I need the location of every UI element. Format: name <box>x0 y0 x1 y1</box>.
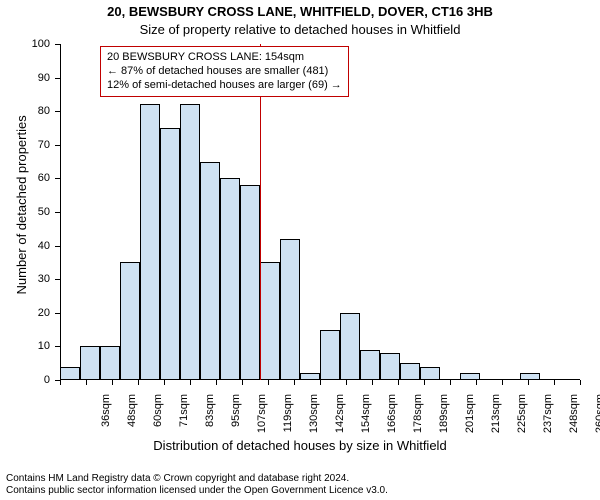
histogram-bar <box>100 346 120 380</box>
x-tick-mark <box>580 380 581 385</box>
x-tick-label: 237sqm <box>542 394 554 444</box>
x-tick-label: 225sqm <box>516 394 528 444</box>
histogram-bar <box>80 346 100 380</box>
histogram-bar <box>120 262 140 380</box>
x-tick-label: 189sqm <box>438 394 450 444</box>
x-tick-mark <box>268 380 269 385</box>
x-tick-mark <box>424 380 425 385</box>
x-tick-mark <box>294 380 295 385</box>
annotation-line: 12% of semi-detached houses are larger (… <box>107 79 342 93</box>
chart-plot-area: 20 BEWSBURY CROSS LANE: 154sqm ← 87% of … <box>60 44 580 380</box>
histogram-bar <box>380 353 400 380</box>
annotation-box: 20 BEWSBURY CROSS LANE: 154sqm ← 87% of … <box>100 46 349 97</box>
y-tick-mark <box>55 78 60 79</box>
axis-y-line <box>60 44 61 380</box>
x-tick-mark <box>190 380 191 385</box>
y-tick-label: 90 <box>0 72 50 84</box>
chart-footer: Contains HM Land Registry data © Crown c… <box>6 473 388 496</box>
footer-line: Contains public sector information licen… <box>6 485 388 497</box>
x-tick-label: 178sqm <box>412 394 424 444</box>
y-tick-mark <box>55 178 60 179</box>
histogram-bar <box>240 185 260 380</box>
y-tick-mark <box>55 111 60 112</box>
y-tick-mark <box>55 212 60 213</box>
y-tick-mark <box>55 246 60 247</box>
y-tick-label: 0 <box>0 374 50 386</box>
y-tick-mark <box>55 346 60 347</box>
histogram-bar <box>340 313 360 380</box>
histogram-bar <box>200 162 220 380</box>
chart-title-main: 20, BEWSBURY CROSS LANE, WHITFIELD, DOVE… <box>0 4 600 19</box>
y-tick-mark <box>55 44 60 45</box>
histogram-bar <box>460 373 480 380</box>
x-tick-label: 107sqm <box>256 394 268 444</box>
y-tick-label: 20 <box>0 307 50 319</box>
x-tick-mark <box>476 380 477 385</box>
x-tick-mark <box>320 380 321 385</box>
histogram-bar <box>400 363 420 380</box>
histogram-bar <box>220 178 240 380</box>
y-tick-label: 100 <box>0 38 50 50</box>
x-tick-label: 83sqm <box>204 394 216 444</box>
x-tick-label: 166sqm <box>386 394 398 444</box>
x-tick-mark <box>502 380 503 385</box>
x-tick-mark <box>372 380 373 385</box>
histogram-bar <box>420 367 440 380</box>
x-tick-mark <box>528 380 529 385</box>
chart-title-sub: Size of property relative to detached ho… <box>0 22 600 37</box>
x-tick-label: 48sqm <box>126 394 138 444</box>
x-axis-label: Distribution of detached houses by size … <box>0 438 600 453</box>
y-tick-label: 80 <box>0 105 50 117</box>
x-tick-label: 36sqm <box>100 394 112 444</box>
histogram-bar <box>360 350 380 380</box>
histogram-bar <box>160 128 180 380</box>
histogram-bar <box>520 373 540 380</box>
histogram-bar <box>300 373 320 380</box>
x-tick-label: 95sqm <box>230 394 242 444</box>
y-tick-mark <box>55 279 60 280</box>
x-tick-label: 248sqm <box>568 394 580 444</box>
histogram-bar <box>260 262 280 380</box>
x-tick-mark <box>398 380 399 385</box>
x-tick-mark <box>554 380 555 385</box>
y-tick-label: 40 <box>0 240 50 252</box>
x-tick-mark <box>86 380 87 385</box>
y-tick-label: 50 <box>0 206 50 218</box>
x-tick-mark <box>138 380 139 385</box>
footer-line: Contains HM Land Registry data © Crown c… <box>6 473 388 485</box>
x-tick-mark <box>112 380 113 385</box>
y-tick-label: 30 <box>0 273 50 285</box>
x-tick-label: 213sqm <box>490 394 502 444</box>
x-tick-mark <box>164 380 165 385</box>
x-tick-label: 260sqm <box>594 394 600 444</box>
y-tick-mark <box>55 145 60 146</box>
x-tick-mark <box>346 380 347 385</box>
x-tick-mark <box>60 380 61 385</box>
x-tick-mark <box>242 380 243 385</box>
x-tick-label: 201sqm <box>464 394 476 444</box>
y-tick-label: 10 <box>0 340 50 352</box>
histogram-bar <box>320 330 340 380</box>
y-tick-label: 70 <box>0 139 50 151</box>
histogram-bar <box>180 104 200 380</box>
y-tick-mark <box>55 313 60 314</box>
x-tick-mark <box>450 380 451 385</box>
annotation-line: 20 BEWSBURY CROSS LANE: 154sqm <box>107 51 342 65</box>
x-tick-mark <box>216 380 217 385</box>
y-tick-label: 60 <box>0 172 50 184</box>
x-tick-label: 119sqm <box>282 394 294 444</box>
histogram-bar <box>60 367 80 380</box>
x-tick-label: 130sqm <box>308 394 320 444</box>
x-tick-label: 71sqm <box>178 394 190 444</box>
histogram-bar <box>280 239 300 380</box>
x-tick-label: 60sqm <box>152 394 164 444</box>
x-tick-label: 142sqm <box>334 394 346 444</box>
annotation-line: ← 87% of detached houses are smaller (48… <box>107 65 342 79</box>
histogram-bar <box>140 104 160 380</box>
x-tick-label: 154sqm <box>360 394 372 444</box>
